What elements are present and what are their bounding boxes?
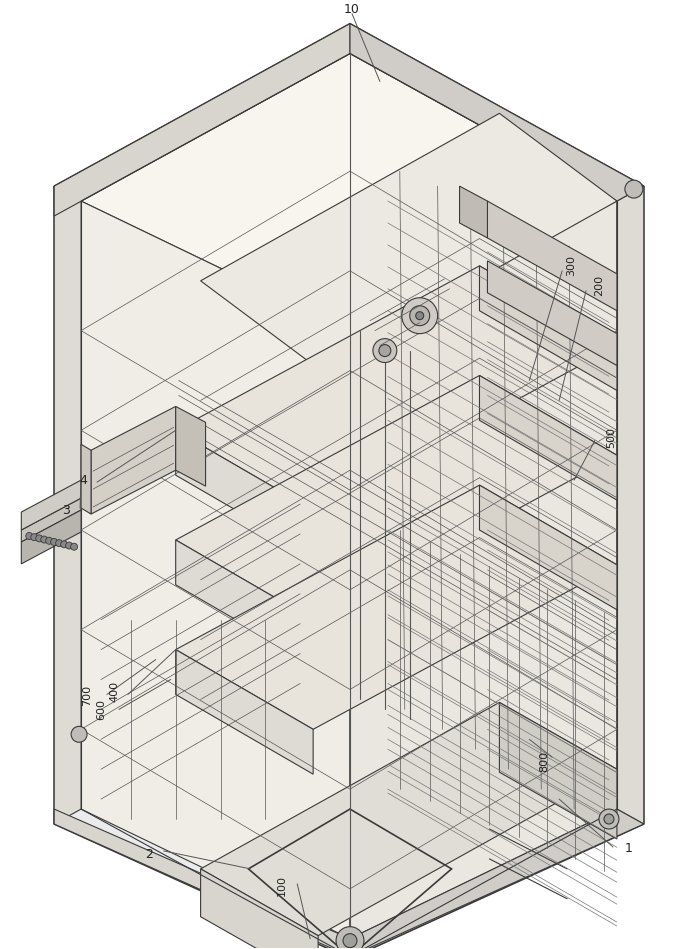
Circle shape [599, 809, 619, 829]
Polygon shape [200, 113, 617, 368]
Text: 200: 200 [594, 275, 604, 296]
Circle shape [71, 726, 87, 742]
Polygon shape [487, 201, 617, 310]
Circle shape [379, 344, 391, 357]
Text: 300: 300 [566, 255, 576, 276]
Polygon shape [81, 444, 91, 514]
Polygon shape [176, 430, 313, 555]
Text: 500: 500 [606, 427, 616, 448]
Polygon shape [176, 650, 313, 774]
Text: 600: 600 [96, 698, 106, 720]
Polygon shape [200, 702, 617, 936]
Polygon shape [350, 186, 644, 949]
Polygon shape [176, 266, 617, 510]
Circle shape [51, 538, 58, 546]
Text: 700: 700 [82, 685, 92, 706]
Text: 1: 1 [625, 843, 633, 855]
Circle shape [45, 537, 52, 544]
Circle shape [402, 298, 438, 334]
Text: 400: 400 [109, 680, 119, 702]
Polygon shape [54, 186, 81, 824]
Text: 3: 3 [62, 504, 70, 516]
Polygon shape [54, 809, 350, 949]
Circle shape [70, 543, 77, 550]
Text: 10: 10 [344, 3, 360, 16]
Circle shape [625, 180, 643, 198]
Circle shape [31, 533, 38, 541]
Polygon shape [176, 376, 617, 620]
Circle shape [410, 306, 430, 326]
Polygon shape [54, 186, 350, 949]
Text: 4: 4 [79, 474, 87, 487]
Polygon shape [81, 53, 617, 330]
Polygon shape [350, 809, 644, 949]
Circle shape [40, 536, 47, 543]
Circle shape [336, 926, 364, 949]
Polygon shape [480, 266, 617, 390]
Circle shape [343, 934, 357, 948]
Polygon shape [487, 261, 617, 365]
Text: 100: 100 [277, 875, 288, 896]
Polygon shape [54, 24, 350, 216]
Circle shape [61, 541, 68, 548]
Circle shape [36, 535, 43, 542]
Polygon shape [176, 406, 206, 486]
Polygon shape [22, 498, 81, 542]
Polygon shape [200, 869, 318, 949]
Text: 2: 2 [145, 848, 153, 862]
Polygon shape [350, 201, 617, 939]
Polygon shape [350, 24, 644, 201]
Polygon shape [480, 376, 617, 500]
Polygon shape [459, 186, 487, 238]
Polygon shape [176, 485, 617, 730]
Circle shape [416, 311, 424, 320]
Polygon shape [91, 406, 176, 514]
Polygon shape [81, 201, 350, 939]
Polygon shape [54, 24, 644, 348]
Circle shape [26, 532, 33, 539]
Polygon shape [22, 510, 81, 564]
Polygon shape [499, 702, 617, 839]
Circle shape [604, 814, 614, 824]
Circle shape [373, 339, 396, 363]
Polygon shape [480, 485, 617, 609]
Circle shape [66, 542, 73, 549]
Polygon shape [22, 480, 81, 530]
Circle shape [56, 540, 63, 547]
Polygon shape [617, 186, 644, 824]
Polygon shape [176, 540, 313, 664]
Text: 800: 800 [540, 751, 549, 772]
